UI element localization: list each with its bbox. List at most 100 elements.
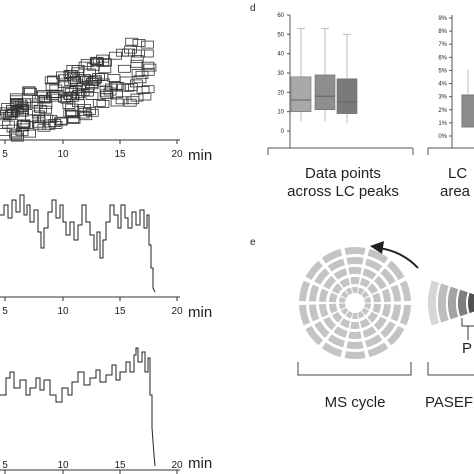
scatter-marker <box>54 116 68 125</box>
scatter-marker <box>140 49 154 58</box>
scatter-marker <box>76 110 90 119</box>
wheel-segment <box>367 311 378 323</box>
scatter-marker <box>122 48 135 57</box>
wheel-segment <box>380 268 396 285</box>
scatter-marker <box>92 73 105 81</box>
wheel-segment <box>332 311 343 323</box>
caption-line: across LC peaks <box>287 183 399 200</box>
scatter-marker <box>115 96 129 105</box>
wheel-segment <box>339 303 346 310</box>
scatter-marker <box>25 114 39 123</box>
x-unit-label: min <box>188 147 212 164</box>
wheel-segment <box>321 342 343 358</box>
scatter-marker <box>10 106 24 115</box>
wheel-segment <box>319 288 329 302</box>
fan-band <box>428 280 440 326</box>
wheel-segment <box>372 292 381 303</box>
scatter-marker <box>19 102 33 110</box>
y-tick-label: 3% <box>438 95 447 101</box>
wheel-segment <box>305 260 323 281</box>
y-tick-label: 0% <box>438 134 447 140</box>
wheel-segment <box>339 318 351 329</box>
scatter-marker <box>47 90 61 99</box>
x-tick-label: 10 <box>57 149 69 160</box>
scatter-marker <box>27 107 41 116</box>
scatter-marker <box>110 98 124 107</box>
wheel-segment <box>373 275 387 290</box>
scatter-marker <box>0 117 11 126</box>
wheel-segment <box>309 304 320 322</box>
caption-line: area <box>440 183 471 200</box>
x-tick-label: 10 <box>57 306 69 317</box>
scatter-marker <box>63 85 77 94</box>
pasef-fan-diagram <box>428 280 474 326</box>
series-line <box>0 347 156 467</box>
wheel-segment <box>345 287 353 295</box>
scatter-marker <box>133 75 147 84</box>
scatter-marker <box>85 92 99 100</box>
wheel-segment <box>327 258 345 272</box>
scatter-marker <box>34 91 48 100</box>
scatter-marker <box>81 84 95 92</box>
scatter-marker <box>14 104 28 113</box>
scatter-marker <box>98 65 112 74</box>
scatter-marker <box>90 58 104 67</box>
wheel-segment <box>367 248 389 264</box>
scatter-marker <box>23 129 37 138</box>
box <box>336 78 358 114</box>
wheel-segment <box>332 283 343 295</box>
panel-label-d: d <box>250 3 256 14</box>
wheel-segment <box>345 311 353 319</box>
scatter-marker <box>103 87 117 96</box>
x-unit-label: min <box>188 304 212 321</box>
wheel-segment <box>364 296 371 303</box>
wheel-segment <box>359 277 371 288</box>
wheel-segment <box>380 321 396 338</box>
scatter-markers <box>0 37 157 142</box>
scatter-marker <box>32 119 45 128</box>
y-tick-label: 50 <box>277 32 284 38</box>
scatter-marker <box>17 119 31 128</box>
scatter-marker <box>66 65 80 73</box>
scatter-marker <box>70 79 83 88</box>
line-plot-middle: 5 10 15 20 min <box>0 194 212 321</box>
scatter-marker <box>85 108 99 117</box>
y-tick-label: 0 <box>281 129 285 135</box>
wheel-segment <box>365 258 383 272</box>
wheel-segment <box>323 316 337 331</box>
bracket <box>461 318 474 327</box>
scatter-marker <box>141 61 155 70</box>
x-tick-label: 15 <box>114 306 126 317</box>
ms-cycle-diagram <box>299 247 411 359</box>
wheel-segment <box>365 334 383 348</box>
x-tick-label: 5 <box>2 149 8 160</box>
pasef-bracket <box>427 362 474 376</box>
wheel-segment <box>348 266 362 275</box>
wheel-segment <box>329 292 338 303</box>
wheel-segment <box>340 307 349 316</box>
wheel-segment <box>359 318 371 329</box>
wheel-segment <box>361 290 370 299</box>
scatter-marker <box>63 109 77 118</box>
scatter-marker <box>62 101 76 109</box>
scatter-marker <box>130 93 144 102</box>
wheel-segment <box>346 257 364 265</box>
y-tick-label: 10 <box>277 110 284 116</box>
wheel-segment <box>399 304 411 326</box>
scatter-marker <box>44 114 58 123</box>
x-tick-label: 15 <box>114 460 126 471</box>
scatter-marker <box>45 82 59 91</box>
scatter-marker <box>124 83 138 91</box>
scatter-marker <box>65 103 79 112</box>
fan-band <box>468 292 474 314</box>
wheel-segment <box>314 268 330 285</box>
wheel-segment <box>344 247 366 255</box>
scatter-marker <box>119 76 133 85</box>
scatter-marker <box>10 133 24 142</box>
wheel-segment <box>299 304 311 326</box>
box <box>290 76 312 112</box>
wheel-segment <box>323 275 337 290</box>
wheel-segment <box>367 283 378 295</box>
scatter-marker <box>71 67 85 76</box>
scatter-marker <box>141 67 155 76</box>
